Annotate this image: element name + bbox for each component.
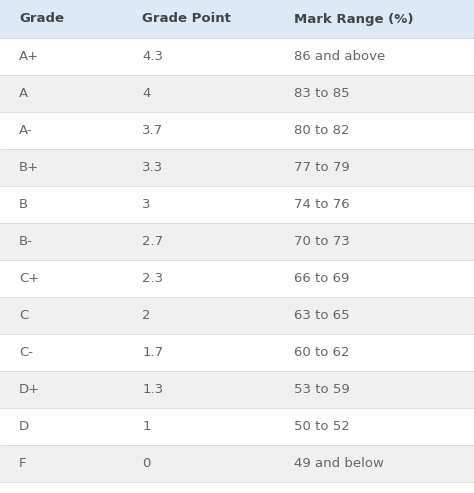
Bar <box>0 334 474 371</box>
Text: 50 to 52: 50 to 52 <box>294 420 350 433</box>
Bar <box>0 445 474 482</box>
Text: 3.3: 3.3 <box>142 161 164 174</box>
Text: A+: A+ <box>19 50 39 63</box>
Text: B: B <box>19 198 28 211</box>
Bar <box>0 38 474 75</box>
Bar <box>0 260 474 297</box>
Text: 49 and below: 49 and below <box>294 457 384 470</box>
Text: 77 to 79: 77 to 79 <box>294 161 350 174</box>
Bar <box>0 223 474 260</box>
Text: 60 to 62: 60 to 62 <box>294 346 349 359</box>
Text: D+: D+ <box>19 383 40 396</box>
Text: D: D <box>19 420 29 433</box>
Text: Grade: Grade <box>19 12 64 26</box>
Bar <box>0 371 474 408</box>
Text: C: C <box>19 309 28 322</box>
Text: 80 to 82: 80 to 82 <box>294 124 349 137</box>
Bar <box>0 75 474 112</box>
Text: A: A <box>19 87 28 100</box>
Bar <box>0 297 474 334</box>
Text: 4: 4 <box>142 87 151 100</box>
Text: 83 to 85: 83 to 85 <box>294 87 349 100</box>
Bar <box>0 112 474 149</box>
Text: 63 to 65: 63 to 65 <box>294 309 349 322</box>
Text: 4.3: 4.3 <box>142 50 163 63</box>
Text: 1: 1 <box>142 420 151 433</box>
Text: 2.3: 2.3 <box>142 272 164 285</box>
Text: C-: C- <box>19 346 33 359</box>
Text: C+: C+ <box>19 272 39 285</box>
Text: A-: A- <box>19 124 33 137</box>
Bar <box>0 186 474 223</box>
Text: 0: 0 <box>142 457 151 470</box>
Text: F: F <box>19 457 27 470</box>
Text: 70 to 73: 70 to 73 <box>294 235 350 248</box>
Text: 1.7: 1.7 <box>142 346 164 359</box>
Text: 86 and above: 86 and above <box>294 50 385 63</box>
Bar <box>0 0 474 38</box>
Text: 3.7: 3.7 <box>142 124 164 137</box>
Text: 3: 3 <box>142 198 151 211</box>
Bar <box>0 149 474 186</box>
Text: Grade Point: Grade Point <box>142 12 231 26</box>
Bar <box>0 408 474 445</box>
Text: B+: B+ <box>19 161 39 174</box>
Text: 53 to 59: 53 to 59 <box>294 383 350 396</box>
Text: 1.3: 1.3 <box>142 383 164 396</box>
Text: B-: B- <box>19 235 33 248</box>
Text: 74 to 76: 74 to 76 <box>294 198 349 211</box>
Text: 66 to 69: 66 to 69 <box>294 272 349 285</box>
Text: 2: 2 <box>142 309 151 322</box>
Text: Mark Range (%): Mark Range (%) <box>294 12 413 26</box>
Text: 2.7: 2.7 <box>142 235 164 248</box>
